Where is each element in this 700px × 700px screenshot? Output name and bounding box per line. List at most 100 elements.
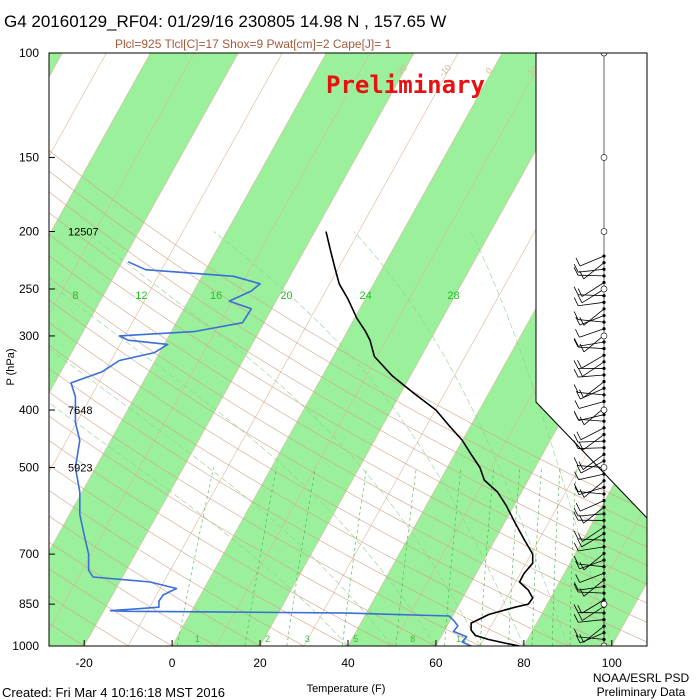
dry-adiabat-line: [49, 299, 647, 643]
moist-adiabat-line: [49, 348, 393, 646]
wind-barb: [583, 553, 605, 571]
wind-barb-flag: [573, 368, 579, 378]
dry-adiabat-line: [49, 150, 647, 512]
wind-barb-flag: [578, 441, 584, 451]
wind-barb-flag: [578, 533, 583, 542]
dry-adiabat-line: [49, 440, 393, 646]
dry-adiabat-line: [49, 255, 647, 604]
wind-barb: [582, 434, 605, 451]
dry-adiabat-line: [49, 391, 481, 646]
x-tick-label: 0: [169, 656, 176, 670]
wind-barb: [578, 619, 605, 623]
dewpoint-profile: [70, 261, 472, 646]
wind-barb: [579, 328, 605, 338]
isotherm-line: [83, 53, 415, 646]
credit-line-1: NOAA/ESRL PSD: [593, 671, 690, 685]
wind-barb: [579, 315, 605, 326]
wind-barb-flag: [573, 581, 579, 591]
mixing-ratio-line: [552, 467, 561, 646]
wind-barb-flag: [573, 512, 579, 521]
wind-barb-flag: [574, 400, 580, 409]
wind-barb-flag: [579, 561, 585, 571]
isotherm-label: 0: [484, 65, 495, 76]
wind-level-marker: [600, 332, 608, 340]
dry-adiabat-line: [49, 344, 569, 646]
isotherm-line: [49, 53, 151, 236]
y-axis: 100 150 200 250 300 400 500 700 850 1000: [12, 46, 55, 653]
isotherm-line: [523, 424, 647, 646]
mixing-ratio-line: [569, 467, 577, 646]
wind-barb-flag: [579, 317, 585, 326]
mixing-ratio-label: 20: [280, 290, 292, 302]
wind-barb-flag: [573, 555, 579, 565]
y-tick-label: 200: [19, 225, 39, 239]
dry-adiabat-line: [49, 464, 349, 646]
wind-barb: [583, 407, 605, 426]
x-tick-label: 80: [517, 656, 531, 670]
wind-barb-flag: [573, 360, 579, 369]
wind-barb: [578, 401, 605, 409]
created-timestamp: Created: Fri Mar 4 10:16:18 MST 2016: [2, 685, 225, 700]
height-label: 7648: [68, 405, 92, 417]
wind-barb: [578, 294, 605, 297]
y-axis-label: P (hPa): [5, 348, 17, 385]
wind-barb-flag: [573, 338, 579, 348]
wind-barb: [578, 491, 605, 495]
height-label: 5923: [68, 462, 92, 474]
wind-barb-flag: [579, 634, 584, 643]
wind-barb: [583, 381, 605, 398]
isotherm-line: [567, 503, 647, 646]
wind-barb-flag: [573, 297, 579, 306]
dry-adiabat-line: [49, 515, 261, 646]
temperature-band: [49, 53, 415, 646]
preliminary-stamp: Preliminary: [326, 71, 485, 99]
wind-barb: [579, 255, 605, 267]
mixing-ratio-label: 8: [410, 634, 415, 644]
wind-barb: [578, 563, 605, 568]
wind-barbs: [573, 53, 608, 646]
wind-level-marker: [600, 600, 608, 608]
wind-barb: [578, 473, 605, 481]
wind-barb: [579, 632, 605, 644]
mixing-ratio-line: [286, 467, 316, 646]
moist-adiabat-line: [470, 231, 613, 646]
wind-barb: [580, 460, 605, 474]
y-tick-label: 300: [19, 329, 39, 343]
wind-barb-flag: [575, 634, 581, 644]
mixing-ratio-label: 2: [265, 634, 270, 644]
isotherm-line: [656, 53, 700, 646]
mixing-ratio-line: [479, 467, 495, 646]
wind-barb: [581, 282, 605, 297]
wind-barb-panel: [535, 53, 647, 519]
dry-adiabat-line: [49, 415, 437, 646]
mixing-ratio-label: 1: [195, 634, 200, 644]
dry-adiabat-line: [49, 170, 647, 530]
wind-barb: [582, 606, 605, 621]
mixing-ratio-lines: [177, 467, 577, 646]
wind-barb: [581, 288, 605, 304]
wind-barb-flag: [577, 612, 583, 621]
wind-barb-flag: [579, 416, 585, 425]
wind-barb: [580, 427, 605, 441]
wind-barb-flag: [579, 489, 585, 498]
wind-barb-flag: [575, 502, 581, 512]
wind-barb-flag: [578, 461, 584, 470]
wind-barb-flag: [573, 614, 579, 623]
dry-adiabat-line: [49, 595, 129, 646]
height-label: 12507: [68, 227, 99, 239]
x-tick-label: 40: [341, 656, 355, 670]
wind-barb-flag: [575, 316, 581, 326]
dry-adiabat-line: [49, 490, 305, 646]
mixing-ratio-line: [531, 467, 542, 646]
isotherm-line: [49, 53, 371, 631]
y-tick-label: 150: [19, 150, 39, 164]
mixing-ratio-line: [244, 467, 277, 646]
mixing-ratio-label: 8: [72, 290, 78, 302]
wind-barb: [580, 500, 605, 512]
wind-barb-flag: [576, 464, 582, 474]
wind-obs-dot: [602, 565, 606, 569]
wind-barb: [582, 526, 605, 542]
wind-obs-dot: [602, 538, 606, 542]
temperature-profile: [325, 231, 534, 646]
